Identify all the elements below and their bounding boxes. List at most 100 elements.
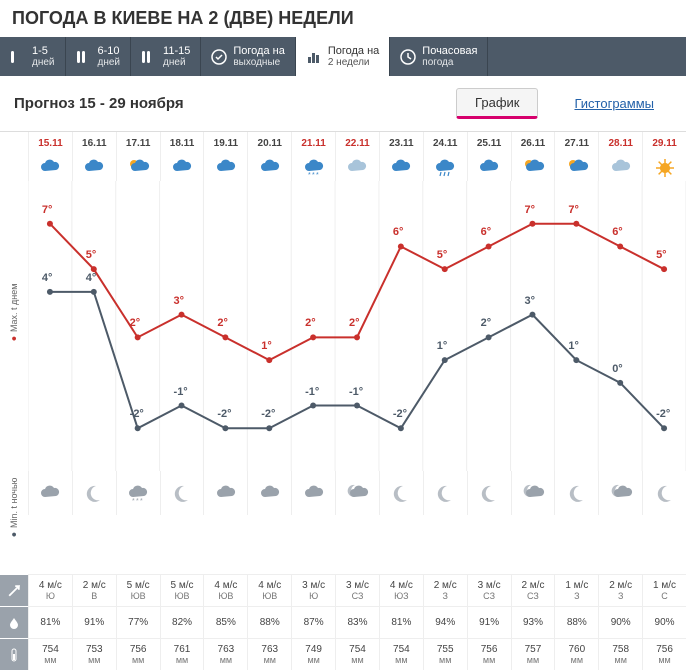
humidity-icon <box>0 606 28 638</box>
svg-text:*: * <box>308 172 311 178</box>
temp-label-max: 7° <box>524 204 535 216</box>
night-weather-icon: *** <box>117 471 160 515</box>
humidity-cell: 82% <box>160 606 204 638</box>
tab-icon <box>10 49 26 65</box>
night-column <box>335 471 379 515</box>
date-label: 28.11 <box>599 132 642 153</box>
wind-cell: 3 м/сСЗ <box>335 574 379 606</box>
day-column: 22.11 <box>335 132 379 181</box>
humidity-cell: 90% <box>642 606 686 638</box>
date-label: 22.11 <box>336 132 379 153</box>
date-label: 23.11 <box>380 132 423 153</box>
tab-icon <box>141 49 157 65</box>
wind-cell: 5 м/сЮВ <box>160 574 204 606</box>
humidity-cell: 91% <box>467 606 511 638</box>
pressure-icon <box>0 638 28 670</box>
day-weather-icon <box>643 153 686 181</box>
night-column <box>160 471 204 515</box>
night-weather-icon <box>248 471 291 515</box>
pressure-cell: 760мм <box>554 638 598 670</box>
temperature-chart: 7°5°2°3°2°1°2°2°6°5°6°7°7°6°5°4°4°-2°-1°… <box>28 181 686 471</box>
date-icon-header: 15.1116.1117.1118.1119.1120.1121.11***22… <box>28 132 686 181</box>
view-histogram-link[interactable]: Гистограммы <box>556 90 672 117</box>
svg-text:*: * <box>140 498 143 504</box>
temp-label-max: 2° <box>349 317 360 329</box>
humidity-cell: 88% <box>247 606 291 638</box>
temp-label-min: -2° <box>393 408 407 420</box>
day-column: 25.11 <box>467 132 511 181</box>
tab-4[interactable]: Погода на2 недели <box>296 37 390 76</box>
date-label: 24.11 <box>424 132 467 153</box>
wind-cell: 4 м/сЮ <box>28 574 72 606</box>
pressure-cell: 763мм <box>247 638 291 670</box>
temp-label-max: 5° <box>86 249 97 261</box>
day-weather-icon <box>29 153 72 181</box>
humidity-cell: 83% <box>335 606 379 638</box>
day-column: 27.11 <box>554 132 598 181</box>
night-column <box>642 471 686 515</box>
date-label: 15.11 <box>29 132 72 153</box>
tab-icon <box>400 49 416 65</box>
temp-label-min: 2° <box>481 317 492 329</box>
day-column: 23.11 <box>379 132 423 181</box>
pressure-cell: 757мм <box>511 638 555 670</box>
humidity-cell: 81% <box>28 606 72 638</box>
humidity-cell: 94% <box>423 606 467 638</box>
temp-label-max: 6° <box>612 226 623 238</box>
tab-2[interactable]: 11-15дней <box>131 37 201 76</box>
wind-cell: 1 м/сС <box>642 574 686 606</box>
day-weather-icon <box>73 153 116 181</box>
day-weather-icon <box>204 153 247 181</box>
temp-label-min: 1° <box>568 340 579 352</box>
bottom-data-rows: 4 м/сЮ2 м/сВ5 м/сЮВ5 м/сЮВ4 м/сЮВ4 м/сЮВ… <box>0 574 686 670</box>
day-column: 15.11 <box>28 132 72 181</box>
pressure-cell: 754мм <box>28 638 72 670</box>
tab-1[interactable]: 6-10дней <box>66 37 132 76</box>
date-label: 29.11 <box>643 132 686 153</box>
tab-0[interactable]: 1-5дней <box>0 37 66 76</box>
day-column: 19.11 <box>203 132 247 181</box>
temp-label-max: 5° <box>656 249 667 261</box>
night-weather-icon <box>336 471 379 515</box>
temp-label-min: -1° <box>174 386 188 398</box>
tab-label: Погода на2 недели <box>328 45 379 68</box>
humidity-cell: 93% <box>511 606 555 638</box>
night-weather-icon <box>424 471 467 515</box>
pressure-cell: 756мм <box>467 638 511 670</box>
night-column <box>511 471 555 515</box>
day-column: 20.11 <box>247 132 291 181</box>
humidity-cell: 87% <box>291 606 335 638</box>
date-label: 16.11 <box>73 132 116 153</box>
night-weather-icon <box>555 471 598 515</box>
wind-cell: 2 м/сЗ <box>423 574 467 606</box>
temp-label-min: -1° <box>305 386 319 398</box>
wind-cell: 1 м/сЗ <box>554 574 598 606</box>
day-column: 21.11*** <box>291 132 335 181</box>
temp-label-max: 2° <box>305 317 316 329</box>
tab-3[interactable]: Погода навыходные <box>201 37 295 76</box>
night-column <box>28 471 72 515</box>
day-weather-icon <box>555 153 598 181</box>
tab-label: 11-15дней <box>163 45 190 68</box>
night-icon-row: *** <box>28 471 686 515</box>
humidity-cell: 88% <box>554 606 598 638</box>
day-column: 16.11 <box>72 132 116 181</box>
subheader: Прогноз 15 - 29 ноября График Гистограмм… <box>0 76 686 132</box>
temp-label-max: 2° <box>130 317 141 329</box>
pressure-cell: 753мм <box>72 638 116 670</box>
pressure-cell: 755мм <box>423 638 467 670</box>
day-weather-icon <box>336 153 379 181</box>
view-chart-button[interactable]: График <box>456 88 538 119</box>
temp-label-min: -2° <box>217 408 231 420</box>
pressure-cell: 754мм <box>379 638 423 670</box>
pressure-cell: 756мм <box>116 638 160 670</box>
day-weather-icon <box>248 153 291 181</box>
temp-label-min: 0° <box>612 363 623 375</box>
view-toggle: График Гистограммы <box>456 88 672 119</box>
svg-text:*: * <box>136 498 139 504</box>
tab-label: Почасоваяпогода <box>422 45 477 68</box>
day-weather-icon: *** <box>292 153 335 181</box>
forecast-range-title: Прогноз 15 - 29 ноября <box>14 95 184 112</box>
night-column <box>247 471 291 515</box>
tab-5[interactable]: Почасоваяпогода <box>390 37 488 76</box>
